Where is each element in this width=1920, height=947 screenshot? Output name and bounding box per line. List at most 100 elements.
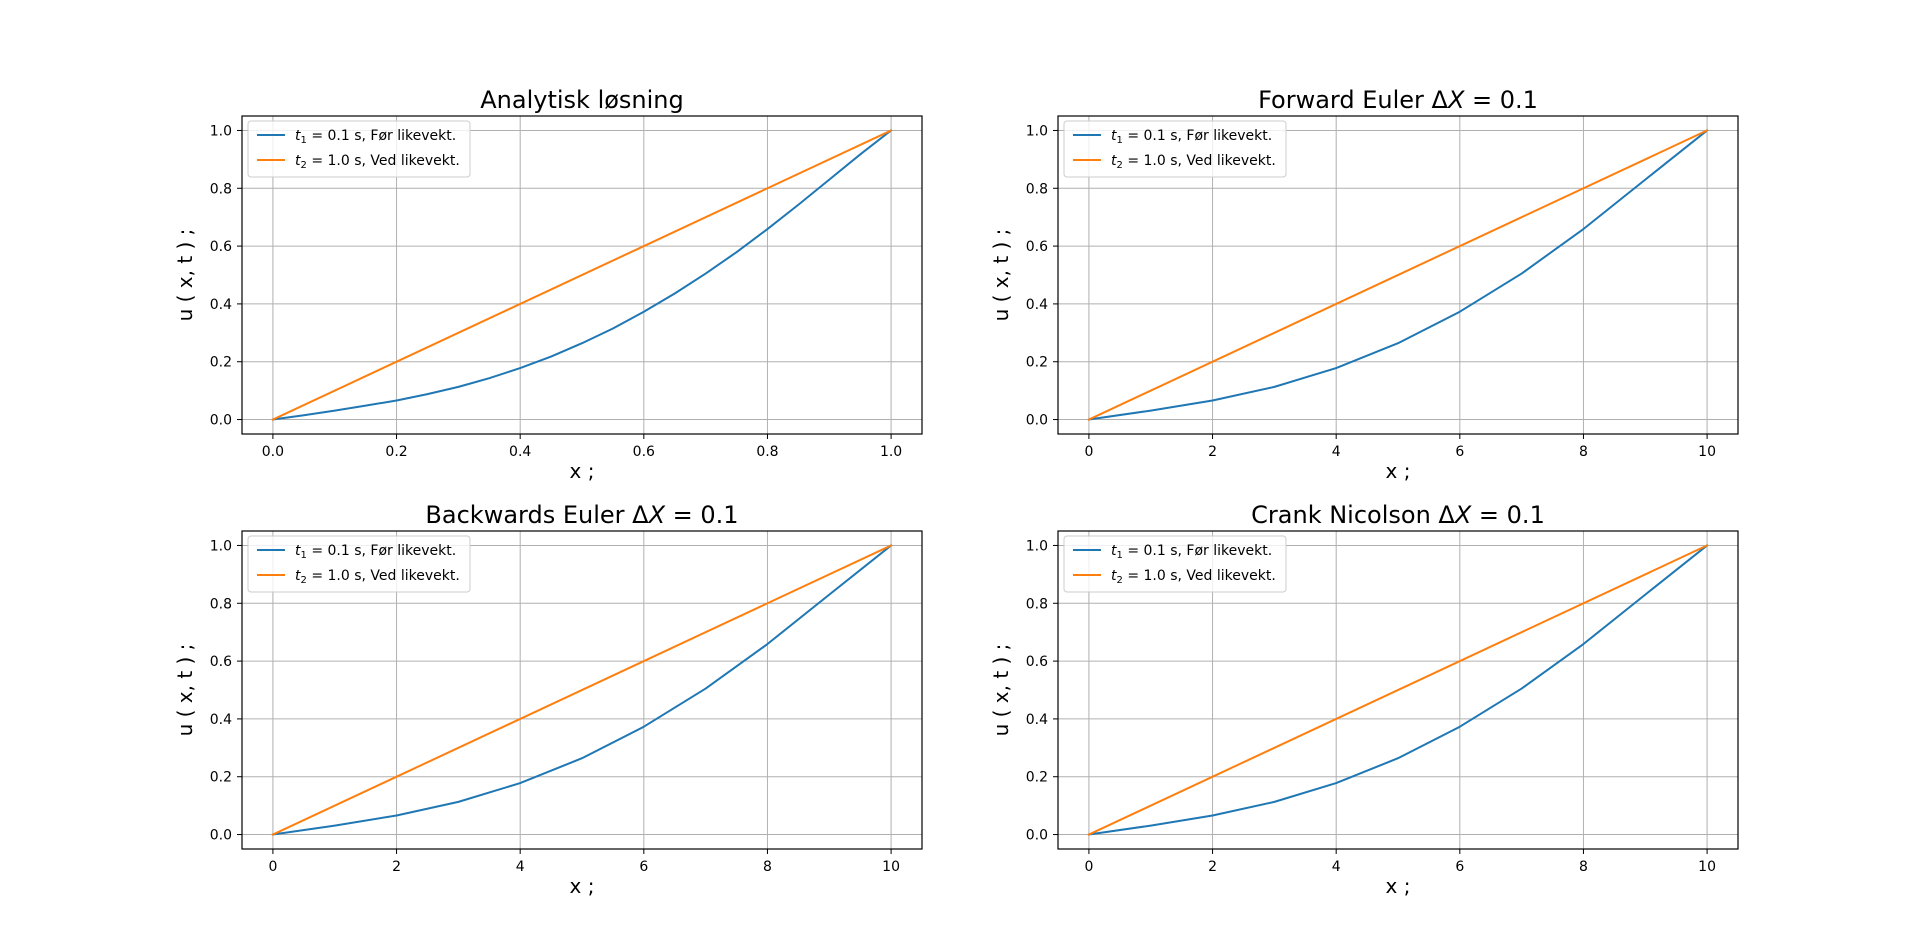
legend-text-rest: = 0.1 s, Før likevekt. xyxy=(1123,543,1272,559)
subplot-crank-nicolson: 0 2 4 6 8 10 0.0 0.2 0.4 0.6 0.8 1.0 Crank Nicolson… xyxy=(989,501,1739,898)
x-tick-label: 6 xyxy=(1455,859,1464,875)
legend-label: t1 = 0.1 s, Før likevekt. xyxy=(1111,543,1272,561)
axes-frame xyxy=(1057,530,1739,850)
series-layer xyxy=(1087,129,1709,421)
y-tick-label: 0.2 xyxy=(210,770,232,786)
legend-frame xyxy=(1063,535,1287,593)
legend-text-rest: = 0.1 s, Før likevekt. xyxy=(307,128,456,144)
series-line-t2 xyxy=(1087,129,1709,421)
series-line-t2 xyxy=(271,544,893,836)
legend: t1 = 0.1 s, Før likevekt.t2 = 1.0 s, Ved… xyxy=(1063,535,1287,593)
legend-subscript: 2 xyxy=(1117,575,1123,586)
series-layer xyxy=(271,544,893,836)
legend: t1 = 0.1 s, Før likevekt. t2 = 1.0 s, Ved… xyxy=(1063,120,1287,178)
y-tick-label: 0.0 xyxy=(1026,828,1048,844)
plot-title: Crank Nicolson ΔX = 0.1 xyxy=(1251,501,1545,529)
y-axis-label: u ( x, t ) ; xyxy=(989,644,1013,737)
legend-var: t xyxy=(295,128,301,144)
legend-subscript: 2 xyxy=(301,575,307,586)
grid xyxy=(242,531,922,849)
legend: t1 = 0.1 s, Før likevekt.t2 = 1.0 s, Ved… xyxy=(247,120,471,178)
title-suffix: = 0.1 xyxy=(1471,501,1545,529)
y-tick-label: 0.8 xyxy=(1026,181,1048,197)
title-prefix: Forward Euler Δ xyxy=(1258,86,1448,114)
title-suffix: = 0.1 xyxy=(1464,86,1538,114)
title-prefix: Backwards Euler Δ xyxy=(425,501,649,529)
legend-text-rest: = 0.1 s, Før likevekt. xyxy=(1123,128,1272,144)
y-tick-label: 0.8 xyxy=(210,181,232,197)
plot-title: Analytisk løsning xyxy=(480,86,684,114)
axes-frame xyxy=(241,530,923,850)
subplot-forward-euler: 0 2 4 6 8 10 0.0 0.2 0.4 0.6 0.8 1.0 Forward Euler … xyxy=(989,86,1739,483)
x-tick-label: 0.4 xyxy=(509,444,531,460)
x-tick-label: 0.6 xyxy=(633,444,655,460)
series-line-t1 xyxy=(1087,544,1709,836)
legend-label: t1 = 0.1 s, Før likevekt. xyxy=(295,128,456,146)
ticks: 0 2 4 6 8 10 0.0 0.2 0.4 0.6 0.8 1.0 xyxy=(210,538,900,875)
title-var: X xyxy=(1446,86,1465,114)
legend-frame xyxy=(1063,120,1287,178)
plot-title: Backwards Euler ΔX = 0.1 xyxy=(425,501,738,529)
x-axis-label: x ; xyxy=(1386,874,1411,898)
series-layer xyxy=(271,129,893,421)
x-tick-label: 8 xyxy=(1579,444,1588,460)
x-tick-label: 2 xyxy=(1208,444,1217,460)
x-tick-label: 8 xyxy=(763,859,772,875)
y-axis-label: u ( x, t ) ; xyxy=(989,229,1013,322)
ticks: 0 2 4 6 8 10 0.0 0.2 0.4 0.6 0.8 1.0 xyxy=(1026,538,1716,875)
title-suffix: = 0.1 xyxy=(665,501,739,529)
legend-frame xyxy=(247,535,471,593)
series-line-t1 xyxy=(271,544,893,836)
x-tick-label: 10 xyxy=(1698,444,1716,460)
plot-title: Forward Euler ΔX = 0.1 xyxy=(1258,86,1538,114)
ticks: 0.0 0.2 0.4 0.6 0.8 1.0 0.0 0.2 0.4 0.6 0.8 1.0 xyxy=(210,123,902,460)
y-tick-label: 0.6 xyxy=(1026,239,1048,255)
y-tick-label: 0.4 xyxy=(1026,297,1048,313)
x-axis-label: x ; xyxy=(570,874,595,898)
legend-subscript: 1 xyxy=(301,550,307,561)
axes-frame xyxy=(241,115,923,435)
legend-text-rest: = 1.0 s, Ved likevekt. xyxy=(307,153,460,169)
x-tick-label: 2 xyxy=(1208,859,1217,875)
x-tick-label: 8 xyxy=(1579,859,1588,875)
x-tick-label: 0.8 xyxy=(756,444,778,460)
x-tick-label: 2 xyxy=(392,859,401,875)
axes-frame xyxy=(1057,115,1739,435)
x-axis-label: x ; xyxy=(1386,459,1411,483)
legend-label: t1 = 0.1 s, Før likevekt. xyxy=(1111,128,1272,146)
legend-text-rest: = 1.0 s, Ved likevekt. xyxy=(1123,568,1276,584)
legend-var: t xyxy=(295,568,301,584)
subplot-backwards-euler: 0 2 4 6 8 10 0.0 0.2 0.4 0.6 0.8 1.0 Backwards Eule… xyxy=(173,501,923,898)
x-tick-label: 0 xyxy=(1084,444,1093,460)
x-tick-label: 6 xyxy=(639,859,648,875)
legend-var: t xyxy=(295,543,301,559)
x-axis-label: x ; xyxy=(570,459,595,483)
y-tick-label: 0.0 xyxy=(210,413,232,429)
series-line-t2 xyxy=(271,129,893,421)
x-tick-label: 0 xyxy=(1084,859,1093,875)
y-tick-label: 0.0 xyxy=(210,828,232,844)
x-tick-label: 0.0 xyxy=(262,444,284,460)
title-prefix: Crank Nicolson Δ xyxy=(1251,501,1455,529)
x-tick-label: 6 xyxy=(1455,444,1464,460)
legend-subscript: 2 xyxy=(1117,160,1123,171)
legend-label: t2 = 1.0 s, Ved likevekt. xyxy=(295,153,460,171)
legend-text-rest: = 0.1 s, Før likevekt. xyxy=(307,543,456,559)
legend-label: t2 = 1.0 s, Ved likevekt. xyxy=(1111,153,1276,171)
legend-frame xyxy=(247,120,471,178)
legend-text-rest: = 1.0 s, Ved likevekt. xyxy=(1123,153,1276,169)
title-var: X xyxy=(1453,501,1472,529)
legend-subscript: 1 xyxy=(1117,135,1123,146)
ticks: 0 2 4 6 8 10 0.0 0.2 0.4 0.6 0.8 1.0 xyxy=(1026,123,1716,460)
legend-subscript: 1 xyxy=(1117,550,1123,561)
legend-var: t xyxy=(295,153,301,169)
title-var: X xyxy=(647,501,666,529)
legend: t1 = 0.1 s, Før likevekt. t2 = 1.0 s, Ved… xyxy=(247,535,471,593)
y-tick-label: 1.0 xyxy=(210,123,232,139)
x-tick-label: 4 xyxy=(1332,859,1341,875)
legend-subscript: 2 xyxy=(301,160,307,171)
grid xyxy=(1058,531,1738,849)
legend-label: t2 = 1.0 s, Ved likevekt. xyxy=(295,568,460,586)
y-tick-label: 1.0 xyxy=(210,538,232,554)
